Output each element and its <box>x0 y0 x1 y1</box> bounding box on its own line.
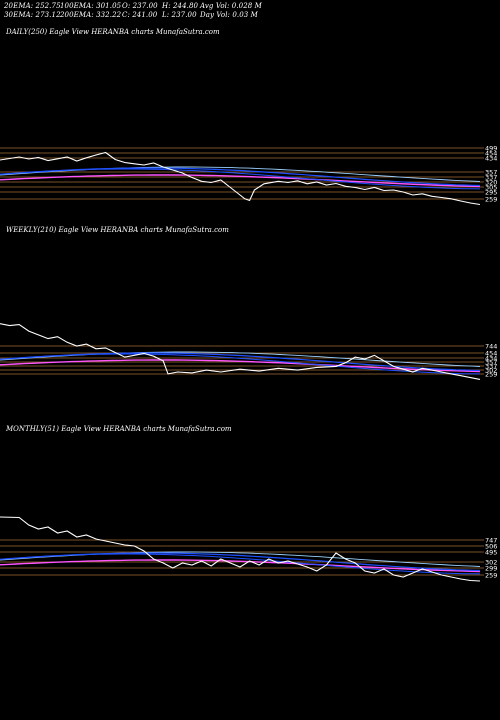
daily-panel-title: DAILY(250) Eagle View HERANBA charts Mun… <box>6 28 220 36</box>
weekly-panel-title: WEEKLY(210) Eagle View HERANBA charts Mu… <box>6 226 229 234</box>
level-label: 434 <box>485 355 497 363</box>
low-value: L: 237.00 <box>162 11 197 19</box>
level-label: 506 <box>485 543 497 551</box>
price-line <box>0 516 481 582</box>
level-label: 499 <box>485 145 497 153</box>
level-label: 357 <box>485 359 497 367</box>
level-label: 747 <box>485 537 497 545</box>
ema20-value: 20EMA: 252.75 <box>4 2 61 10</box>
level-label: 302 <box>485 367 497 375</box>
close-value: C: 241.00 <box>122 11 158 19</box>
level-label: 299 <box>485 565 497 573</box>
level-label: 295 <box>485 189 497 197</box>
level-label: 305 <box>485 184 497 192</box>
level-label: 357 <box>485 169 497 177</box>
level-label: 337 <box>485 174 497 182</box>
ema20-line <box>0 353 481 375</box>
level-label: 454 <box>485 150 497 158</box>
avg-vol-value: Avg Vol: 0.028 M <box>200 2 262 10</box>
level-label: 320 <box>485 179 497 187</box>
ema100-line <box>0 351 481 367</box>
level-label: 259 <box>485 371 497 379</box>
day-vol-value: Day Vol: 0.03 M <box>200 11 258 19</box>
ema20-line <box>0 553 481 575</box>
ema200-line <box>0 559 481 573</box>
level-label: 337 <box>485 363 497 371</box>
price-line <box>0 151 481 206</box>
open-value: O: 237.00 <box>122 2 158 10</box>
level-label: 495 <box>485 549 497 557</box>
ema100-line <box>0 166 481 182</box>
indicator-header: 20EMA: 252.75 100EMA: 301.05 O: 237.00 H… <box>4 2 500 22</box>
level-label: 259 <box>485 196 497 204</box>
ema100-value: 100EMA: 301.05 <box>60 2 122 10</box>
ema20-line <box>0 168 481 190</box>
price-line <box>0 323 481 380</box>
high-value: H: 244.80 <box>162 2 199 10</box>
ema200-value: 200EMA: 332.22 <box>60 11 122 19</box>
level-label: 259 <box>485 572 497 580</box>
level-label: 744 <box>485 343 497 351</box>
level-label: 454 <box>485 350 497 358</box>
monthly-panel-title: MONTHLY(51) Eagle View HERANBA charts Mu… <box>6 425 232 433</box>
level-label: 302 <box>485 559 497 567</box>
ema30-value: 30EMA: 273.12 <box>4 11 61 19</box>
ema200-line <box>0 174 481 188</box>
level-label: 434 <box>485 155 497 163</box>
ema100-line <box>0 551 481 567</box>
